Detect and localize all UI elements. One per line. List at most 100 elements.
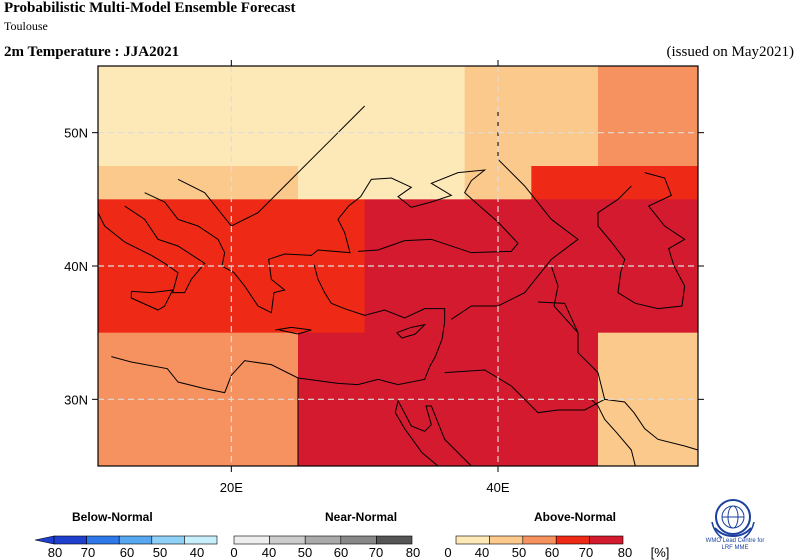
probability-cell (198, 332, 232, 367)
probability-cell (498, 66, 532, 100)
probability-cell (331, 266, 366, 300)
probability-cell (131, 199, 166, 234)
probability-cell (631, 332, 666, 367)
probability-cell (631, 66, 666, 100)
probability-cell (498, 366, 532, 400)
probability-cell (664, 199, 699, 234)
lat-lon-grid (98, 66, 698, 466)
probability-cell (198, 266, 232, 300)
colorbar-tick-label: 40 (262, 545, 276, 560)
probability-cell (98, 332, 132, 367)
probability-cell (564, 166, 599, 200)
probability-cell (498, 232, 532, 267)
axis-ticks: 30N 40N 50N 20E 40E (64, 60, 704, 495)
probability-cell (398, 99, 432, 134)
colorbar-tick-label: 70 (369, 545, 383, 560)
probability-cell (598, 299, 632, 334)
probability-cell (664, 366, 699, 400)
probability-cell (564, 399, 599, 434)
probability-cell (98, 366, 132, 400)
probability-cell (664, 399, 699, 434)
probability-cell (564, 366, 599, 400)
probability-cell (264, 66, 299, 100)
probability-cell (264, 132, 299, 167)
probability-cell (531, 166, 566, 200)
probability-cell (98, 299, 132, 334)
probability-cell (464, 266, 499, 300)
probability-cell (364, 66, 399, 100)
colorbar-below-box (86, 535, 120, 545)
probability-cell (164, 66, 199, 100)
coastline (451, 106, 579, 320)
colorbar-above-box (489, 535, 524, 545)
probability-cell (431, 299, 466, 334)
probability-cell (98, 99, 132, 134)
probability-cell (364, 132, 399, 167)
probability-cell (598, 232, 632, 267)
probability-cell (364, 266, 399, 300)
probability-cell (531, 332, 566, 367)
colorbar-below-box (151, 535, 185, 545)
probability-cell (664, 99, 699, 134)
colorbar-tick-label: 60 (120, 545, 134, 560)
probability-cell (631, 166, 666, 200)
colorbar-tick-label: 50 (512, 545, 526, 560)
probability-cell (531, 366, 566, 400)
probability-cell (198, 99, 232, 134)
probability-cell (398, 66, 432, 100)
probability-cell (431, 132, 466, 167)
probability-cell (331, 199, 366, 234)
probability-cell (364, 232, 399, 267)
lat-tick-label: 30N (64, 392, 88, 407)
probability-cell (398, 432, 432, 467)
probability-cell (598, 132, 632, 167)
coastline (590, 398, 636, 467)
probability-cell (631, 132, 666, 167)
probability-cell (231, 366, 266, 400)
probability-cell (331, 399, 366, 434)
colorbar-below-box (184, 535, 218, 545)
probability-cell (131, 299, 166, 334)
probability-cell (398, 132, 432, 167)
coastline (550, 265, 579, 334)
lat-tick-label: 50N (64, 126, 88, 141)
coastline (130, 289, 174, 311)
color-bar: 80 70 60 50 40 0 40 50 60 70 80 0 40 50 60 70 80 [%] (34, 535, 669, 560)
colorbar-above-box (522, 535, 557, 545)
coastline (396, 323, 427, 339)
colorbar-above-box (555, 535, 590, 545)
probability-cell (298, 432, 332, 467)
probability-cell (131, 266, 166, 300)
probability-cell (98, 166, 132, 200)
probability-cell (564, 332, 599, 367)
probability-cell (464, 432, 499, 467)
probability-cell (431, 399, 466, 434)
probability-cell (631, 366, 666, 400)
probability-cell (298, 399, 332, 434)
probability-cell (398, 199, 432, 234)
probability-cell (331, 332, 366, 367)
probability-cell (498, 166, 532, 200)
probability-cell (464, 66, 499, 100)
probability-cell (631, 199, 666, 234)
probability-cell (664, 432, 699, 467)
lon-tick-label: 20E (220, 480, 243, 495)
coastline (597, 172, 686, 310)
probability-cell (664, 266, 699, 300)
probability-cell (364, 432, 399, 467)
probability-cell (531, 132, 566, 167)
probability-cell (264, 199, 299, 234)
lon-tick-label: 40E (486, 480, 509, 495)
wmo-logo-icon (711, 499, 755, 539)
probability-cell (198, 366, 232, 400)
probability-cell (564, 132, 599, 167)
probability-cell (164, 132, 199, 167)
probability-cell (531, 399, 566, 434)
probability-cell (231, 199, 266, 234)
probability-cell (464, 199, 499, 234)
probability-cell (198, 166, 232, 200)
center-name: Toulouse (4, 19, 48, 33)
probability-cell (398, 399, 432, 434)
probability-cell (431, 432, 466, 467)
probability-cell (164, 199, 199, 234)
